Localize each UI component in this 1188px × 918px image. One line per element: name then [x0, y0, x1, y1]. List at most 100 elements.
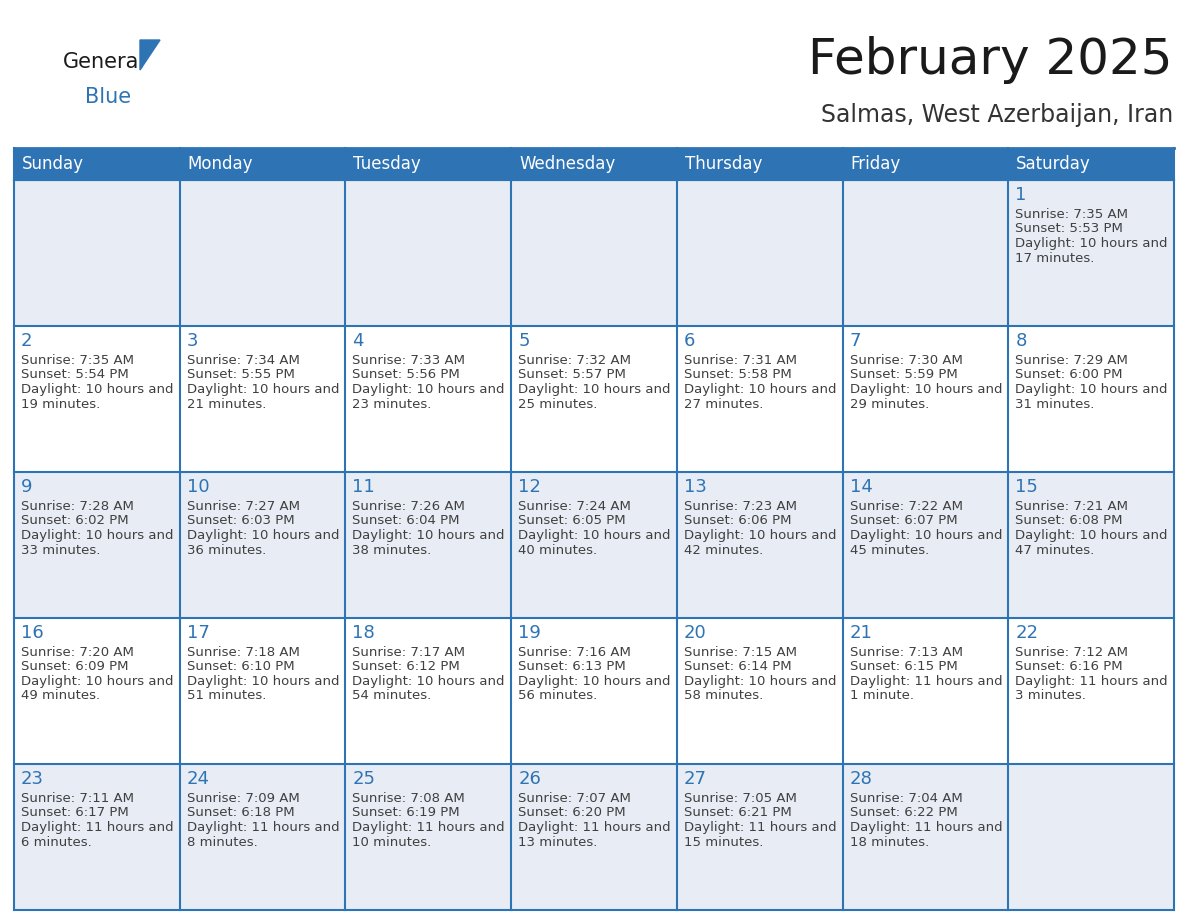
- Text: General: General: [63, 52, 145, 72]
- Text: Sunrise: 7:09 AM: Sunrise: 7:09 AM: [187, 792, 299, 805]
- Text: Daylight: 10 hours and: Daylight: 10 hours and: [684, 529, 836, 542]
- Text: Daylight: 11 hours and: Daylight: 11 hours and: [849, 675, 1003, 688]
- Text: Sunset: 6:21 PM: Sunset: 6:21 PM: [684, 807, 791, 820]
- Text: Sunset: 6:15 PM: Sunset: 6:15 PM: [849, 660, 958, 674]
- Text: Sunrise: 7:04 AM: Sunrise: 7:04 AM: [849, 792, 962, 805]
- Text: Daylight: 10 hours and: Daylight: 10 hours and: [518, 529, 671, 542]
- Text: 15: 15: [1016, 478, 1038, 496]
- Text: Daylight: 10 hours and: Daylight: 10 hours and: [1016, 237, 1168, 250]
- Text: Daylight: 10 hours and: Daylight: 10 hours and: [353, 529, 505, 542]
- Text: 24: 24: [187, 770, 210, 788]
- Text: Daylight: 10 hours and: Daylight: 10 hours and: [849, 529, 1001, 542]
- Text: Sunrise: 7:24 AM: Sunrise: 7:24 AM: [518, 500, 631, 513]
- Text: Sunrise: 7:31 AM: Sunrise: 7:31 AM: [684, 354, 797, 367]
- Text: Daylight: 11 hours and: Daylight: 11 hours and: [684, 821, 836, 834]
- Text: Sunset: 5:54 PM: Sunset: 5:54 PM: [21, 368, 128, 382]
- Text: Sunrise: 7:35 AM: Sunrise: 7:35 AM: [21, 354, 134, 367]
- Text: Sunrise: 7:21 AM: Sunrise: 7:21 AM: [1016, 500, 1129, 513]
- Text: Sunset: 5:57 PM: Sunset: 5:57 PM: [518, 368, 626, 382]
- Text: 33 minutes.: 33 minutes.: [21, 543, 100, 556]
- Text: 18: 18: [353, 624, 375, 642]
- Text: 6: 6: [684, 332, 695, 350]
- Text: 25: 25: [353, 770, 375, 788]
- Text: Sunrise: 7:34 AM: Sunrise: 7:34 AM: [187, 354, 299, 367]
- Text: Sunrise: 7:08 AM: Sunrise: 7:08 AM: [353, 792, 466, 805]
- Text: 21: 21: [849, 624, 872, 642]
- Text: Sunrise: 7:23 AM: Sunrise: 7:23 AM: [684, 500, 797, 513]
- Text: Sunset: 6:05 PM: Sunset: 6:05 PM: [518, 514, 626, 528]
- Text: 56 minutes.: 56 minutes.: [518, 689, 598, 702]
- Text: 12: 12: [518, 478, 541, 496]
- Text: 1: 1: [1016, 186, 1026, 204]
- Text: 29 minutes.: 29 minutes.: [849, 397, 929, 410]
- Text: 51 minutes.: 51 minutes.: [187, 689, 266, 702]
- Text: Sunrise: 7:33 AM: Sunrise: 7:33 AM: [353, 354, 466, 367]
- Text: Daylight: 10 hours and: Daylight: 10 hours and: [353, 675, 505, 688]
- Text: Blue: Blue: [86, 87, 131, 107]
- Text: Daylight: 10 hours and: Daylight: 10 hours and: [518, 383, 671, 396]
- Text: Sunrise: 7:30 AM: Sunrise: 7:30 AM: [849, 354, 962, 367]
- Text: Sunrise: 7:22 AM: Sunrise: 7:22 AM: [849, 500, 962, 513]
- Text: Sunset: 5:56 PM: Sunset: 5:56 PM: [353, 368, 460, 382]
- Text: 14: 14: [849, 478, 872, 496]
- Text: 45 minutes.: 45 minutes.: [849, 543, 929, 556]
- Text: Sunset: 6:00 PM: Sunset: 6:00 PM: [1016, 368, 1123, 382]
- Text: 6 minutes.: 6 minutes.: [21, 835, 91, 848]
- Text: 36 minutes.: 36 minutes.: [187, 543, 266, 556]
- Text: Wednesday: Wednesday: [519, 155, 615, 173]
- Text: 18 minutes.: 18 minutes.: [849, 835, 929, 848]
- Text: 27: 27: [684, 770, 707, 788]
- Text: Daylight: 10 hours and: Daylight: 10 hours and: [849, 383, 1001, 396]
- Text: 22: 22: [1016, 624, 1038, 642]
- Text: 47 minutes.: 47 minutes.: [1016, 543, 1094, 556]
- Text: 2: 2: [21, 332, 32, 350]
- Text: Thursday: Thursday: [684, 155, 763, 173]
- Text: 13 minutes.: 13 minutes.: [518, 835, 598, 848]
- Text: Sunset: 6:14 PM: Sunset: 6:14 PM: [684, 660, 791, 674]
- Text: Sunrise: 7:16 AM: Sunrise: 7:16 AM: [518, 646, 631, 659]
- Text: Sunset: 6:17 PM: Sunset: 6:17 PM: [21, 807, 128, 820]
- Text: 54 minutes.: 54 minutes.: [353, 689, 431, 702]
- Text: Sunrise: 7:13 AM: Sunrise: 7:13 AM: [849, 646, 962, 659]
- Text: Sunrise: 7:17 AM: Sunrise: 7:17 AM: [353, 646, 466, 659]
- Text: 28: 28: [849, 770, 872, 788]
- Text: Daylight: 10 hours and: Daylight: 10 hours and: [518, 675, 671, 688]
- Text: Sunrise: 7:26 AM: Sunrise: 7:26 AM: [353, 500, 466, 513]
- Text: Sunset: 5:55 PM: Sunset: 5:55 PM: [187, 368, 295, 382]
- Text: Sunrise: 7:05 AM: Sunrise: 7:05 AM: [684, 792, 797, 805]
- Text: Sunrise: 7:12 AM: Sunrise: 7:12 AM: [1016, 646, 1129, 659]
- Text: 31 minutes.: 31 minutes.: [1016, 397, 1094, 410]
- Text: Sunrise: 7:32 AM: Sunrise: 7:32 AM: [518, 354, 631, 367]
- Text: Daylight: 10 hours and: Daylight: 10 hours and: [187, 383, 340, 396]
- Text: Daylight: 10 hours and: Daylight: 10 hours and: [21, 675, 173, 688]
- Text: Sunset: 6:07 PM: Sunset: 6:07 PM: [849, 514, 958, 528]
- Text: Sunset: 6:18 PM: Sunset: 6:18 PM: [187, 807, 295, 820]
- Text: Sunset: 6:10 PM: Sunset: 6:10 PM: [187, 660, 295, 674]
- Text: 16: 16: [21, 624, 44, 642]
- Text: 20: 20: [684, 624, 707, 642]
- Text: Sunset: 6:16 PM: Sunset: 6:16 PM: [1016, 660, 1123, 674]
- Text: 10: 10: [187, 478, 209, 496]
- Text: Sunset: 6:04 PM: Sunset: 6:04 PM: [353, 514, 460, 528]
- Text: Sunset: 6:09 PM: Sunset: 6:09 PM: [21, 660, 128, 674]
- Text: Sunrise: 7:27 AM: Sunrise: 7:27 AM: [187, 500, 299, 513]
- Text: 13: 13: [684, 478, 707, 496]
- Text: 23 minutes.: 23 minutes.: [353, 397, 431, 410]
- Text: 3: 3: [187, 332, 198, 350]
- Text: Sunset: 6:12 PM: Sunset: 6:12 PM: [353, 660, 460, 674]
- Text: Daylight: 11 hours and: Daylight: 11 hours and: [187, 821, 340, 834]
- Text: 8: 8: [1016, 332, 1026, 350]
- Text: Daylight: 11 hours and: Daylight: 11 hours and: [849, 821, 1003, 834]
- Text: Daylight: 11 hours and: Daylight: 11 hours and: [21, 821, 173, 834]
- Text: 26: 26: [518, 770, 541, 788]
- Text: Sunrise: 7:29 AM: Sunrise: 7:29 AM: [1016, 354, 1129, 367]
- Text: Daylight: 11 hours and: Daylight: 11 hours and: [1016, 675, 1168, 688]
- Text: 58 minutes.: 58 minutes.: [684, 689, 763, 702]
- Text: Daylight: 10 hours and: Daylight: 10 hours and: [1016, 529, 1168, 542]
- Text: Salmas, West Azerbaijan, Iran: Salmas, West Azerbaijan, Iran: [821, 103, 1173, 127]
- Text: Daylight: 10 hours and: Daylight: 10 hours and: [353, 383, 505, 396]
- Text: February 2025: February 2025: [809, 36, 1173, 84]
- Text: Daylight: 10 hours and: Daylight: 10 hours and: [21, 529, 173, 542]
- Text: 49 minutes.: 49 minutes.: [21, 689, 100, 702]
- Text: Sunset: 6:02 PM: Sunset: 6:02 PM: [21, 514, 128, 528]
